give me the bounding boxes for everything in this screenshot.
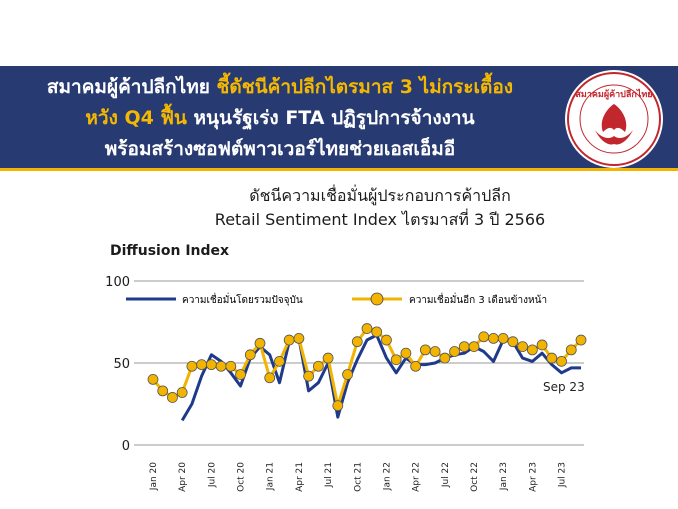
data-point-1-39 <box>526 344 538 356</box>
x-tick-label-13: Apr 23 <box>528 462 538 492</box>
data-point-1-41 <box>546 352 558 364</box>
headline-line-2: หวัง Q4 ฟื้น หนุนรัฐเร่ง FTA ปฏิรูปการจ้… <box>10 103 550 134</box>
y-tick-label-100: 100 <box>105 275 130 290</box>
chart-title-thai: ดัชนีความเชื่อมั่นผู้ประกอบการค้าปลีก <box>249 186 511 205</box>
data-point-1-38 <box>517 341 529 353</box>
x-axis-ticks: Jan 20 Apr 20 Jul 20 Oct 20 Jan 21 Apr 21 Jul … <box>149 462 568 492</box>
x-tick-label-4: Jan 21 <box>266 462 276 491</box>
data-point-1-21 <box>351 336 363 348</box>
data-point-1-40 <box>536 339 548 351</box>
legend-marker-future <box>370 292 384 306</box>
data-point-1-16 <box>303 370 315 382</box>
data-point-1-23 <box>371 326 383 338</box>
y-axis-title: Diffusion Index <box>110 243 230 259</box>
x-tick-label-3: Oct 20 <box>237 462 247 492</box>
y-tick-label-50: 50 <box>113 357 130 372</box>
x-tick-label-11: Oct 22 <box>470 462 480 492</box>
data-point-1-14 <box>283 334 295 346</box>
data-point-1-24 <box>381 334 392 346</box>
logo-text: สมาคมผู้ค้าปลีกไทย <box>575 90 653 100</box>
x-tick-label-7: Oct 21 <box>353 462 363 492</box>
data-point-1-10 <box>244 349 256 361</box>
logo-emblem <box>567 72 661 166</box>
x-tick-label-9: Apr 22 <box>412 462 422 492</box>
x-tick-label-14: Jul 23 <box>558 462 568 488</box>
data-point-1-11 <box>254 337 266 349</box>
data-point-1-28 <box>419 344 431 356</box>
data-point-1-12 <box>264 372 276 384</box>
data-point-1-7 <box>215 360 227 372</box>
banner-accent-stripe <box>0 168 678 171</box>
headline-line-2-text: หนุนรัฐเร่ง FTA ปฏิรูปการจ้างงาน <box>186 107 475 129</box>
headline-line-1: สมาคมผู้ค้าปลีกไทย ชี้ดัชนีค้าปลีกไตรมาส… <box>10 72 550 103</box>
data-point-1-1 <box>157 385 169 397</box>
data-point-1-20 <box>342 369 353 380</box>
x-tick-label-12: Jan 23 <box>499 462 509 491</box>
data-point-1-17 <box>312 360 324 372</box>
legend-label-future: ความเชื่อมั่นอีก 3 เดือนข้างหน้า <box>409 292 547 306</box>
data-point-1-5 <box>196 359 208 371</box>
data-point-1-43 <box>565 344 577 356</box>
x-tick-label-2: Jul 20 <box>207 462 217 488</box>
chart-subtitle: Retail Sentiment Index ไตรมาสที่ 3 ปี 25… <box>214 210 546 229</box>
data-point-1-2 <box>167 392 178 403</box>
data-point-1-32 <box>458 341 470 353</box>
data-point-1-30 <box>439 352 451 364</box>
headline: สมาคมผู้ค้าปลีกไทย ชี้ดัชนีค้าปลีกไตรมาส… <box>10 72 550 165</box>
x-tick-label-10: Jul 22 <box>441 462 451 488</box>
data-point-1-36 <box>497 332 509 344</box>
data-point-1-27 <box>410 360 422 372</box>
data-point-1-44 <box>575 334 587 346</box>
legend-label-current: ความเชื่อมั่นโดยรวมปัจจุบัน <box>182 292 303 306</box>
y-tick-label-0: 0 <box>122 439 130 454</box>
data-point-1-4 <box>186 360 198 372</box>
data-point-1-22 <box>361 323 373 334</box>
x-tick-label-1: Apr 20 <box>178 462 188 492</box>
headline-line-2-accent: หวัง Q4 ฟื้น <box>85 107 187 129</box>
data-point-1-33 <box>468 341 480 353</box>
data-point-1-42 <box>556 355 567 367</box>
data-point-1-13 <box>274 355 285 367</box>
data-point-1-6 <box>205 359 217 371</box>
chart-legend: ความเชื่อมั่นโดยรวมปัจจุบัน ความเชื่อมั่… <box>126 292 547 306</box>
chart-title: ดัชนีความเชื่อมั่นผู้ประกอบการค้าปลีก Re… <box>110 184 650 232</box>
data-point-1-3 <box>176 387 188 398</box>
data-point-1-15 <box>293 332 305 344</box>
annotation-sep-23: Sep 23 <box>543 380 585 394</box>
x-tick-label-8: Jan 22 <box>382 462 392 491</box>
data-point-1-19 <box>332 400 344 412</box>
data-point-1-18 <box>322 352 334 364</box>
x-tick-label-0: Jan 20 <box>149 462 159 491</box>
data-point-1-8 <box>225 360 237 372</box>
data-point-1-0 <box>147 373 159 385</box>
data-point-1-31 <box>449 346 460 357</box>
data-point-1-34 <box>478 331 490 343</box>
x-tick-label-6: Jul 21 <box>324 462 334 488</box>
headline-line-1-text: สมาคมผู้ค้าปลีกไทย <box>46 76 210 98</box>
thai-retailers-association-logo: สมาคมผู้ค้าปลีกไทย <box>565 70 663 168</box>
headline-line-1-accent: ชี้ดัชนีค้าปลีกไตรมาส 3 ไม่กระเตื้อง <box>209 76 514 98</box>
headline-line-3: พร้อมสร้างซอฟต์พาวเวอร์ไทยช่วยเอสเอ็มอี <box>104 138 456 160</box>
data-point-1-25 <box>390 354 402 366</box>
data-point-1-29 <box>429 346 441 357</box>
data-point-1-35 <box>488 332 499 344</box>
data-point-1-26 <box>400 347 412 359</box>
data-point-1-37 <box>507 336 519 348</box>
x-tick-label-5: Apr 21 <box>295 462 305 492</box>
chart-markers <box>147 323 587 412</box>
data-point-1-9 <box>235 369 246 380</box>
